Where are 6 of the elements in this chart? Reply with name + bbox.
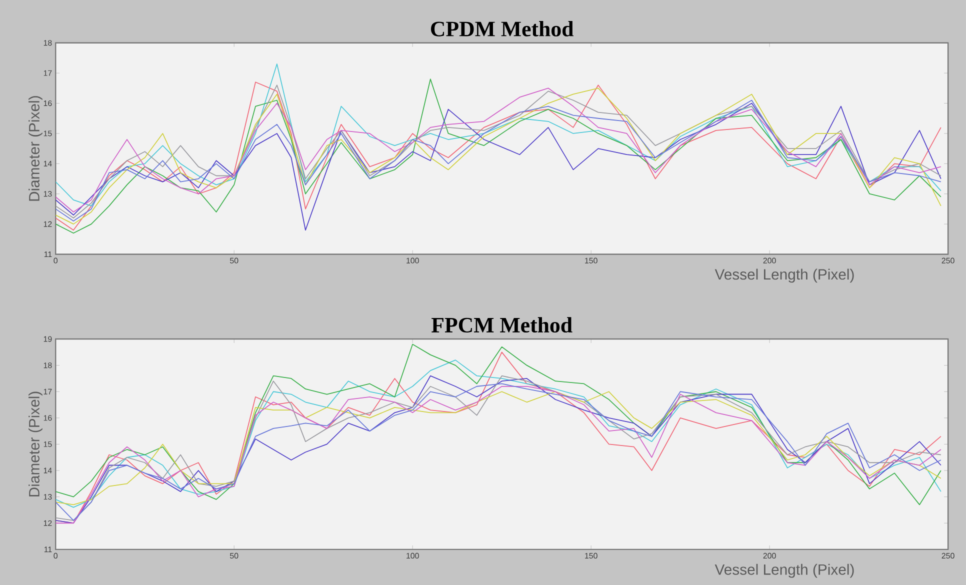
y-axis-title: Diameter (Pixel) [28,392,42,496]
y-axis-title: Diameter (Pixel) [28,96,42,201]
chart-title: CPDM Method [430,20,574,36]
x-axis-title: Vessel Length (Pixel) [714,564,854,578]
x-axis-title: Vessel Length (Pixel) [714,268,854,282]
chart-title: FPCM Method [432,317,572,332]
